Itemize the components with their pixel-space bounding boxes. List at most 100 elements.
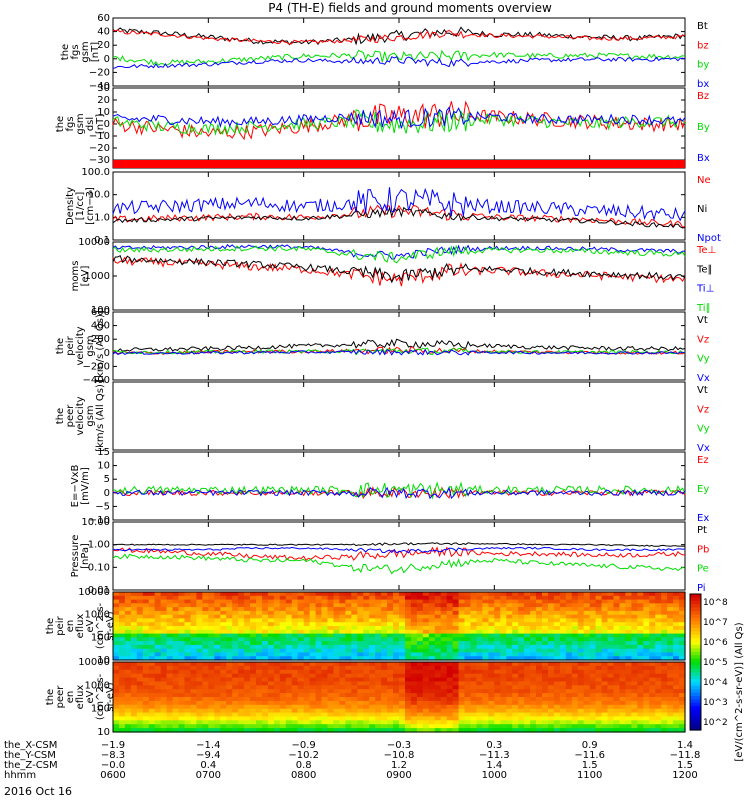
heatmap-cell [142,603,150,608]
heatmap-cell [679,607,686,612]
heatmap-cell [524,685,531,690]
heatmap-cell [220,697,227,702]
heatmap-cell [637,708,644,714]
heatmap-cell [440,648,448,654]
heatmap-cell [416,656,424,661]
heatmap-cell [262,693,269,698]
heatmap-cell [673,712,680,718]
heatmap-cell [673,618,680,623]
heatmap-cell [172,614,180,620]
heatmap-cell [530,673,537,679]
heatmap-cell [202,681,209,686]
heatmap-cell [553,603,561,608]
heatmap-cell [440,704,448,710]
heatmap-cell [667,633,674,638]
heatmap-cell [637,728,644,733]
heatmap-cell [154,700,162,706]
heatmap-cell [190,622,198,627]
heatmap-cell [357,656,364,661]
heatmap-cell [309,603,317,608]
heatmap-cell [333,716,341,721]
heatmap-cell [208,648,215,654]
heatmap-cell [273,633,281,638]
heatmap-cell [643,704,650,710]
heatmap-cell [238,669,245,675]
heatmap-cell [434,652,442,657]
heatmap-cell [506,610,513,616]
heatmap-cell [673,592,680,597]
heatmap-cell [565,669,573,675]
heatmap-cell [553,716,561,721]
legend-Vy: Vy [697,424,710,435]
heatmap-cell [315,607,323,612]
heatmap-cell [220,629,227,635]
heatmap-cell [148,724,156,729]
heatmap-cell [476,648,484,654]
heatmap-cell [583,693,591,698]
heatmap-cell [524,641,531,646]
heatmap-cell [637,712,644,718]
heatmap-cell [470,603,478,608]
heatmap-cell [661,704,668,710]
heatmap-cell [494,641,501,646]
heatmap-cell [553,610,561,616]
heatmap-cell [124,622,132,627]
heatmap-cell [482,626,489,631]
heatmap-cell [625,673,632,679]
heatmap-cell [542,626,549,631]
heatmap-cell [399,700,406,706]
heatmap-cell [309,700,317,706]
heatmap-cell [172,662,180,667]
heatmap-cell [291,622,299,627]
heatmap-cell [518,633,525,638]
axis-row-value: −11.3 [479,750,510,761]
heatmap-cell [619,681,627,686]
heatmap-cell [458,599,466,604]
colorbar: 10^810^710^610^510^410^310^2 [eV/(cm^2-s-… [689,593,745,762]
y-tick-label: −40 [89,81,110,92]
heatmap-cell [226,665,233,671]
heatmap-cell [262,607,269,612]
heatmap-cell [178,656,186,661]
heatmap-cell [178,644,186,650]
heatmap-cell [559,599,567,604]
heatmap-cell [250,592,257,597]
heatmap-cell [315,633,323,638]
heatmap-cell [434,641,442,646]
heatmap-cell [613,626,621,631]
heatmap-cell [297,677,305,683]
heatmap-cell [595,629,603,635]
heatmap-cell [559,637,567,642]
heatmap-cell [428,704,436,710]
heatmap-cell [470,592,478,597]
heatmap-cell [530,626,537,631]
heatmap-cell [482,599,489,604]
heatmap-cell [309,724,317,729]
heatmap-cell [172,728,180,733]
heatmap-cell [214,644,221,650]
heatmap-cell [548,720,555,725]
heatmap-cell [506,652,513,657]
heatmap-cell [297,603,305,608]
heatmap-cell [410,728,418,733]
heatmap-cell [124,685,132,690]
heatmap-cell [196,599,203,604]
heatmap-cell [559,641,567,646]
heatmap-cell [154,665,162,671]
y-tick-label: 10 [97,727,110,738]
heatmap-cell [262,629,269,635]
heatmap-cell [530,637,537,642]
axis-row-label: hhmm [4,770,36,781]
heatmap-cell [637,677,644,683]
heatmap-cell [357,618,364,623]
heatmap-cell [601,652,609,657]
heatmap-cell [601,716,609,721]
heatmap-cell [595,677,603,683]
heatmap-cell [399,648,406,654]
heatmap-cell [542,595,549,601]
heatmap-cell [136,689,144,694]
heatmap-cell [387,681,394,686]
colorbar-cell [690,655,701,660]
heatmap-cell [553,669,561,675]
heatmap-cell [208,629,215,635]
